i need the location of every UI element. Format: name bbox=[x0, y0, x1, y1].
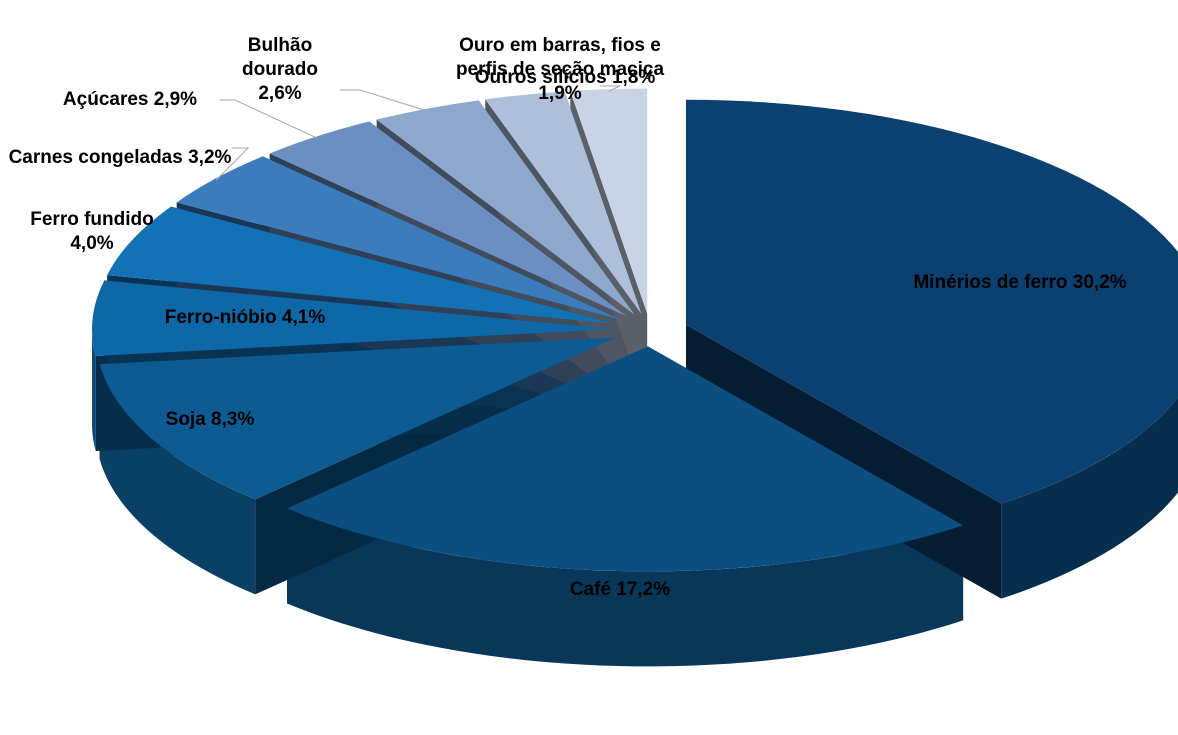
slice-name: Carnes congeladas bbox=[8, 147, 183, 168]
leader-line bbox=[340, 89, 427, 112]
leader-line bbox=[220, 99, 318, 139]
slice bbox=[286, 346, 964, 572]
slice-value: 1,8% bbox=[611, 67, 656, 88]
slice-label: Soja 8,3% bbox=[110, 408, 310, 432]
slice-label: Açúcares 2,9% bbox=[20, 88, 240, 112]
slice-label: Ferro fundido 4,0% bbox=[7, 208, 177, 256]
slice-side bbox=[92, 329, 96, 452]
slice bbox=[99, 337, 616, 500]
slice-name: Ferro-nióbio bbox=[164, 307, 277, 328]
slice-value: 1,9% bbox=[538, 83, 582, 104]
slice-side bbox=[1001, 397, 1178, 599]
slice-name: Minérios de ferro bbox=[913, 272, 1068, 293]
slice-value: 4,1% bbox=[281, 307, 326, 328]
slice-value: 8,3% bbox=[211, 409, 255, 430]
slice bbox=[176, 156, 621, 320]
slice-name: Ferro fundido bbox=[30, 209, 154, 230]
slice-name: Ouro em barras, fios e perfis de seção m… bbox=[455, 35, 665, 80]
slice-name: Bulhão dourado bbox=[242, 35, 318, 80]
slice bbox=[376, 100, 635, 315]
slice-value: 2,9% bbox=[153, 89, 198, 110]
slice bbox=[570, 88, 648, 314]
slice bbox=[92, 280, 613, 357]
slice-name: Café bbox=[569, 579, 612, 600]
slice-side bbox=[286, 508, 964, 667]
slice-label: Ouro em barras, fios e perfis de seção m… bbox=[455, 34, 665, 106]
slice-label: Ferro-nióbio 4,1% bbox=[125, 306, 365, 330]
slice-name: Açúcares bbox=[62, 89, 149, 110]
slice-label: Minérios de ferro 30,2% bbox=[910, 271, 1130, 295]
slice-label: Outros silícios 1,8% bbox=[470, 66, 660, 90]
slice-name: Outros silícios bbox=[474, 67, 607, 88]
slice-label: Bulhão dourado 2,6% bbox=[220, 34, 340, 106]
slice-name: Soja bbox=[165, 409, 206, 430]
slice-value: 30,2% bbox=[1072, 272, 1127, 293]
slice-value: 2,6% bbox=[258, 83, 302, 104]
slice bbox=[269, 121, 628, 317]
slice bbox=[485, 91, 642, 314]
slice-label: Carnes congeladas 3,2% bbox=[5, 146, 235, 170]
slice-value: 17,2% bbox=[616, 579, 671, 600]
leader-line bbox=[600, 85, 621, 92]
slice-value: 4,0% bbox=[70, 233, 114, 254]
slice-label: Café 17,2% bbox=[510, 578, 730, 602]
slice bbox=[107, 206, 615, 324]
slice bbox=[686, 99, 1178, 504]
slice-value: 3,2% bbox=[188, 147, 232, 168]
leader-line bbox=[215, 147, 250, 181]
slice-side bbox=[99, 364, 256, 595]
